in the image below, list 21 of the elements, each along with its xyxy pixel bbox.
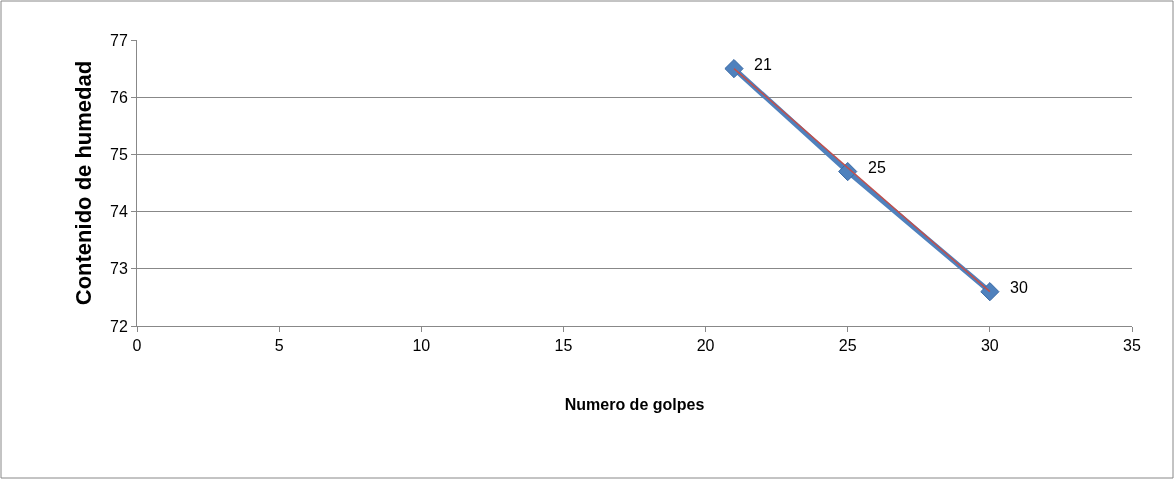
- y-tick-label: 73: [110, 260, 128, 278]
- x-axis-title: Numero de golpes: [564, 395, 705, 413]
- x-tick-label: 10: [412, 337, 431, 355]
- y-tick-label: 76: [110, 88, 128, 106]
- annotation: 25: [868, 159, 886, 176]
- y-tick-label: 72: [110, 317, 128, 335]
- x-tick-label: 20: [696, 337, 715, 355]
- annotation: 21: [754, 56, 772, 73]
- y-tick-label: 74: [110, 203, 128, 221]
- x-tick-label: 35: [1123, 337, 1141, 355]
- x-tick-label: 5: [274, 337, 284, 355]
- y-tick-label: 77: [110, 31, 128, 49]
- x-tick-label: 15: [554, 337, 573, 355]
- x-tick-label: 25: [838, 337, 857, 355]
- x-tick-label: 30: [980, 337, 999, 355]
- x-tick-label: 0: [132, 337, 142, 355]
- point: [980, 282, 1000, 302]
- y-axis-title: Contenido de humedad: [70, 60, 96, 306]
- point: [724, 59, 744, 79]
- annotation: 30: [1010, 279, 1028, 296]
- y-tick-label: 75: [110, 146, 128, 163]
